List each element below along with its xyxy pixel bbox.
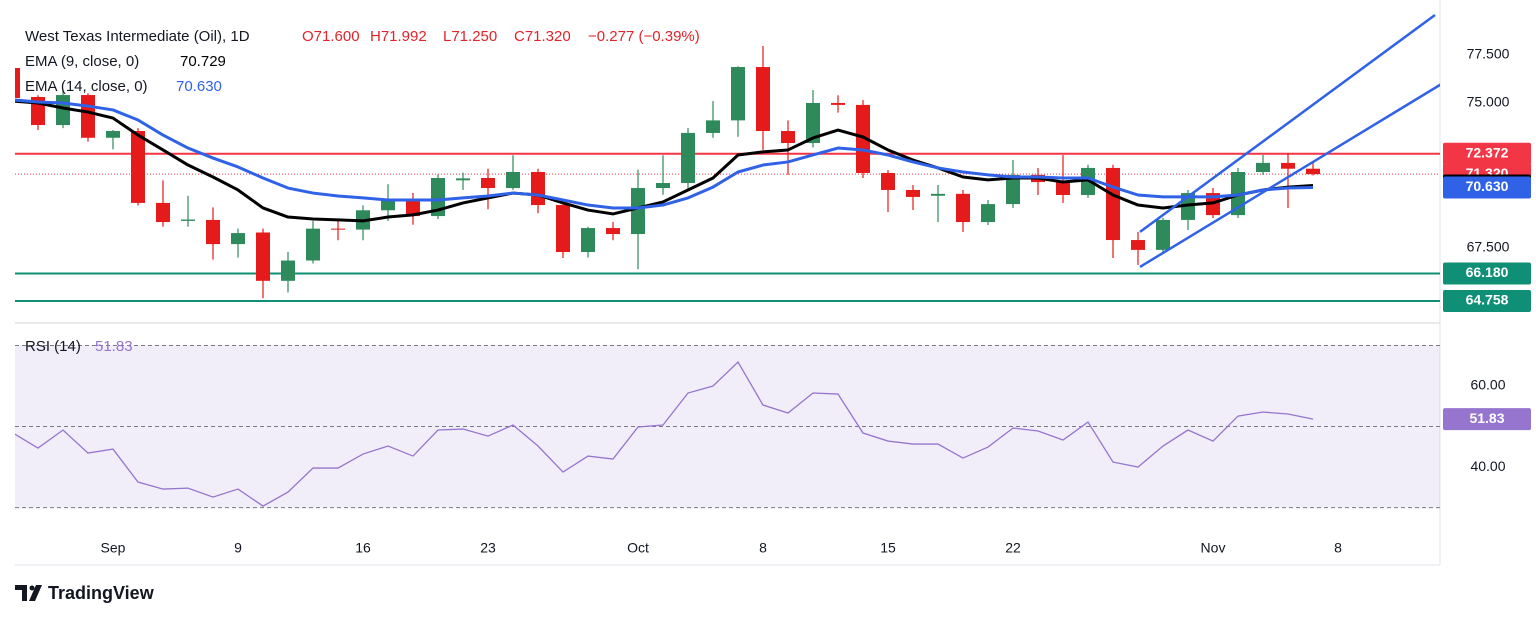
trendline xyxy=(1139,83,1440,268)
candle-body xyxy=(306,228,320,261)
candle-body xyxy=(456,178,470,181)
logo-dot xyxy=(29,585,35,591)
candle-body xyxy=(131,131,145,203)
candle-body xyxy=(831,102,845,105)
candle-body xyxy=(406,200,420,217)
candle-body xyxy=(1281,162,1295,169)
candle-body xyxy=(1131,240,1145,250)
legend-label: EMA (9, close, 0) xyxy=(25,53,139,70)
axes: Sep 9 16 23 Oct 8 15 22 Nov 8 77.500 75.000 67.500 60… xyxy=(101,45,1531,556)
brand-logo: TradingView xyxy=(15,583,155,603)
candle-body xyxy=(581,228,595,253)
candle-body xyxy=(906,189,920,197)
candle-body xyxy=(556,205,570,253)
candle-body xyxy=(481,177,495,189)
candle-body xyxy=(656,183,670,189)
candle-body xyxy=(106,131,120,138)
x-tick-label: 8 xyxy=(1334,540,1342,556)
candle-body xyxy=(506,171,520,189)
price-label-box xyxy=(1443,262,1531,285)
price-label: 66.180 xyxy=(1466,264,1509,280)
rsi-value-box xyxy=(1443,408,1531,431)
legend: West Texas Intermediate (Oil), 1D EMA (9… xyxy=(25,28,250,355)
candle-body xyxy=(206,219,220,245)
candle-body xyxy=(1006,174,1020,205)
x-tick-label: Sep xyxy=(101,540,126,556)
x-tick-label: 23 xyxy=(480,540,496,556)
candle-body xyxy=(331,228,345,230)
y-tick-label: 67.500 xyxy=(1467,239,1510,255)
x-tick-label: 9 xyxy=(234,540,242,556)
rsi-pane xyxy=(15,345,1440,509)
logo-icon xyxy=(15,585,42,601)
rsi-value: 51.83 xyxy=(95,338,133,355)
rsi-tick-label: 40.00 xyxy=(1470,458,1505,474)
x-tick-label: 8 xyxy=(759,540,767,556)
candle-body xyxy=(81,95,95,138)
rsi-label: RSI (14) xyxy=(25,338,81,355)
price-label: 70.630 xyxy=(1466,178,1509,194)
candle-body xyxy=(681,132,695,184)
candle-body xyxy=(981,204,995,223)
ohlc-value: O71.600 xyxy=(302,28,360,45)
candle-body xyxy=(381,200,395,211)
candle-body xyxy=(931,193,945,196)
rsi-line xyxy=(15,360,1314,507)
ohlc-value: −0.277 (−0.39%) xyxy=(588,28,700,45)
candle-body xyxy=(781,131,795,143)
price-label-box xyxy=(1443,176,1531,199)
price-label-box xyxy=(1443,289,1531,312)
trendline xyxy=(1139,14,1436,233)
candle-body xyxy=(531,171,545,206)
candle-body xyxy=(181,219,195,221)
price-label: 72.372 xyxy=(1466,144,1509,160)
y-tick-label: 75.000 xyxy=(1467,94,1510,110)
ohlc-value: L71.250 xyxy=(443,28,497,45)
candle-body xyxy=(606,228,620,235)
candle-body xyxy=(1256,162,1270,172)
candle-body xyxy=(881,172,895,190)
brand-name: TradingView xyxy=(48,583,155,603)
y-tick-label: 77.500 xyxy=(1467,45,1510,61)
ohlc-value: C71.320 xyxy=(514,28,571,45)
candle-body xyxy=(856,104,870,173)
x-tick-label: 15 xyxy=(880,540,896,556)
price-label-box xyxy=(1443,142,1531,165)
candle-body xyxy=(731,67,745,121)
ema-line xyxy=(15,98,1314,210)
chart-title: West Texas Intermediate (Oil), 1D xyxy=(25,28,250,45)
x-tick-label: Nov xyxy=(1201,540,1226,556)
legend-value: 70.729 xyxy=(180,53,226,70)
rsi-tick-label: 60.00 xyxy=(1470,377,1505,393)
rsi-value-label: 51.83 xyxy=(1469,410,1504,426)
x-tick-label: Oct xyxy=(627,540,649,556)
legend-label: EMA (14, close, 0) xyxy=(25,78,148,95)
candle-body xyxy=(431,177,445,217)
candle-body xyxy=(156,202,170,223)
candle-body xyxy=(256,232,270,281)
candle-body xyxy=(15,67,20,98)
candle-body xyxy=(956,193,970,223)
price-label: 64.758 xyxy=(1466,292,1509,308)
candle-body xyxy=(756,67,770,132)
ohlc-value: H71.992 xyxy=(370,28,427,45)
candle-body xyxy=(281,260,295,281)
candle-body xyxy=(631,188,645,235)
ema-line xyxy=(15,99,1314,223)
candle-body xyxy=(231,233,245,245)
x-tick-label: 16 xyxy=(355,540,371,556)
candle-body xyxy=(1156,219,1170,250)
legend-value: 70.630 xyxy=(176,78,222,95)
candle-body xyxy=(706,120,720,133)
price-pane xyxy=(15,14,1440,302)
candle-body xyxy=(1106,167,1120,241)
x-tick-label: 22 xyxy=(1005,540,1021,556)
candle-body xyxy=(1306,168,1320,175)
candle-body xyxy=(806,102,820,143)
candle-body xyxy=(1056,182,1070,195)
